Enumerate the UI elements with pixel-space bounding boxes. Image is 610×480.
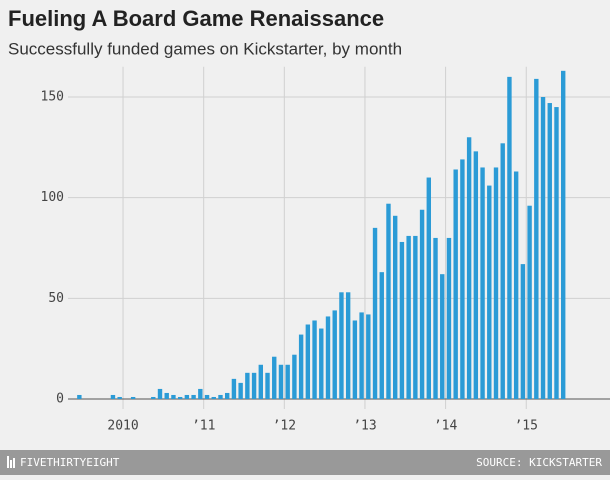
bar [540, 97, 546, 399]
bar [352, 320, 358, 399]
bar [561, 70, 566, 400]
bar [325, 316, 331, 399]
bar [500, 143, 505, 399]
bar [413, 235, 418, 399]
bar [513, 171, 519, 399]
logo-icon [7, 456, 15, 468]
chart-title: Fueling A Board Game Renaissance [8, 6, 384, 31]
bar [460, 159, 465, 399]
bar [272, 356, 277, 399]
bar [359, 312, 364, 399]
bar [151, 396, 156, 399]
footer-bar [0, 450, 610, 475]
x-tick-label: 2010 [107, 419, 138, 434]
bar [527, 205, 532, 399]
bar [171, 394, 176, 399]
bar [554, 107, 559, 400]
bar [198, 388, 203, 399]
bar [440, 274, 445, 399]
bar [339, 292, 344, 399]
bar [480, 167, 485, 399]
bar [225, 392, 230, 399]
bar [372, 227, 378, 399]
bar [184, 394, 190, 399]
brand: FIVETHIRTYEIGHT [20, 456, 120, 469]
bar [265, 372, 270, 399]
bar [177, 396, 183, 399]
bar [386, 203, 391, 399]
bar [211, 396, 216, 399]
bar [473, 151, 479, 399]
bar [164, 392, 169, 399]
bar [534, 78, 539, 399]
bar [204, 394, 210, 399]
bar [419, 209, 425, 399]
x-tick-label: ’11 [192, 419, 215, 434]
bar [433, 237, 438, 399]
x-tick-label: ’12 [273, 419, 296, 434]
bar [406, 235, 411, 399]
bar [285, 364, 290, 399]
chart-subtitle: Successfully funded games on Kickstarter… [8, 39, 402, 58]
bar [319, 328, 324, 399]
y-tick-label: 50 [48, 291, 64, 306]
bar [77, 394, 82, 399]
bar [393, 215, 398, 399]
bar [258, 364, 263, 399]
bar [130, 396, 136, 399]
bar [312, 320, 317, 399]
y-tick-label: 150 [41, 90, 64, 105]
bar [493, 167, 499, 399]
bar [332, 310, 337, 399]
bar [278, 364, 284, 399]
x-tick-label: ’14 [434, 419, 458, 434]
bar [466, 137, 472, 399]
bar [251, 372, 257, 399]
bar [345, 292, 351, 399]
bar [547, 103, 552, 399]
bar [110, 394, 116, 399]
bar [292, 354, 297, 399]
bar [366, 314, 371, 399]
bar [298, 334, 304, 399]
y-tick-label: 0 [56, 392, 64, 407]
x-tick-label: ’15 [514, 419, 537, 434]
bar [520, 264, 526, 399]
bar [446, 237, 452, 399]
bar [426, 177, 431, 399]
bar [245, 372, 250, 399]
bar [487, 185, 492, 399]
x-tick-label: ’13 [353, 419, 376, 434]
bar [379, 272, 384, 399]
bar [399, 241, 405, 399]
bar [191, 394, 196, 399]
bar [117, 396, 122, 399]
bar [238, 382, 243, 399]
bar [507, 76, 512, 399]
bar [157, 388, 163, 399]
bar [453, 169, 458, 399]
bar [231, 378, 237, 399]
source: SOURCE: KICKSTARTER [476, 456, 602, 469]
bar [305, 324, 311, 399]
bar [218, 394, 223, 399]
y-tick-label: 100 [41, 190, 64, 205]
